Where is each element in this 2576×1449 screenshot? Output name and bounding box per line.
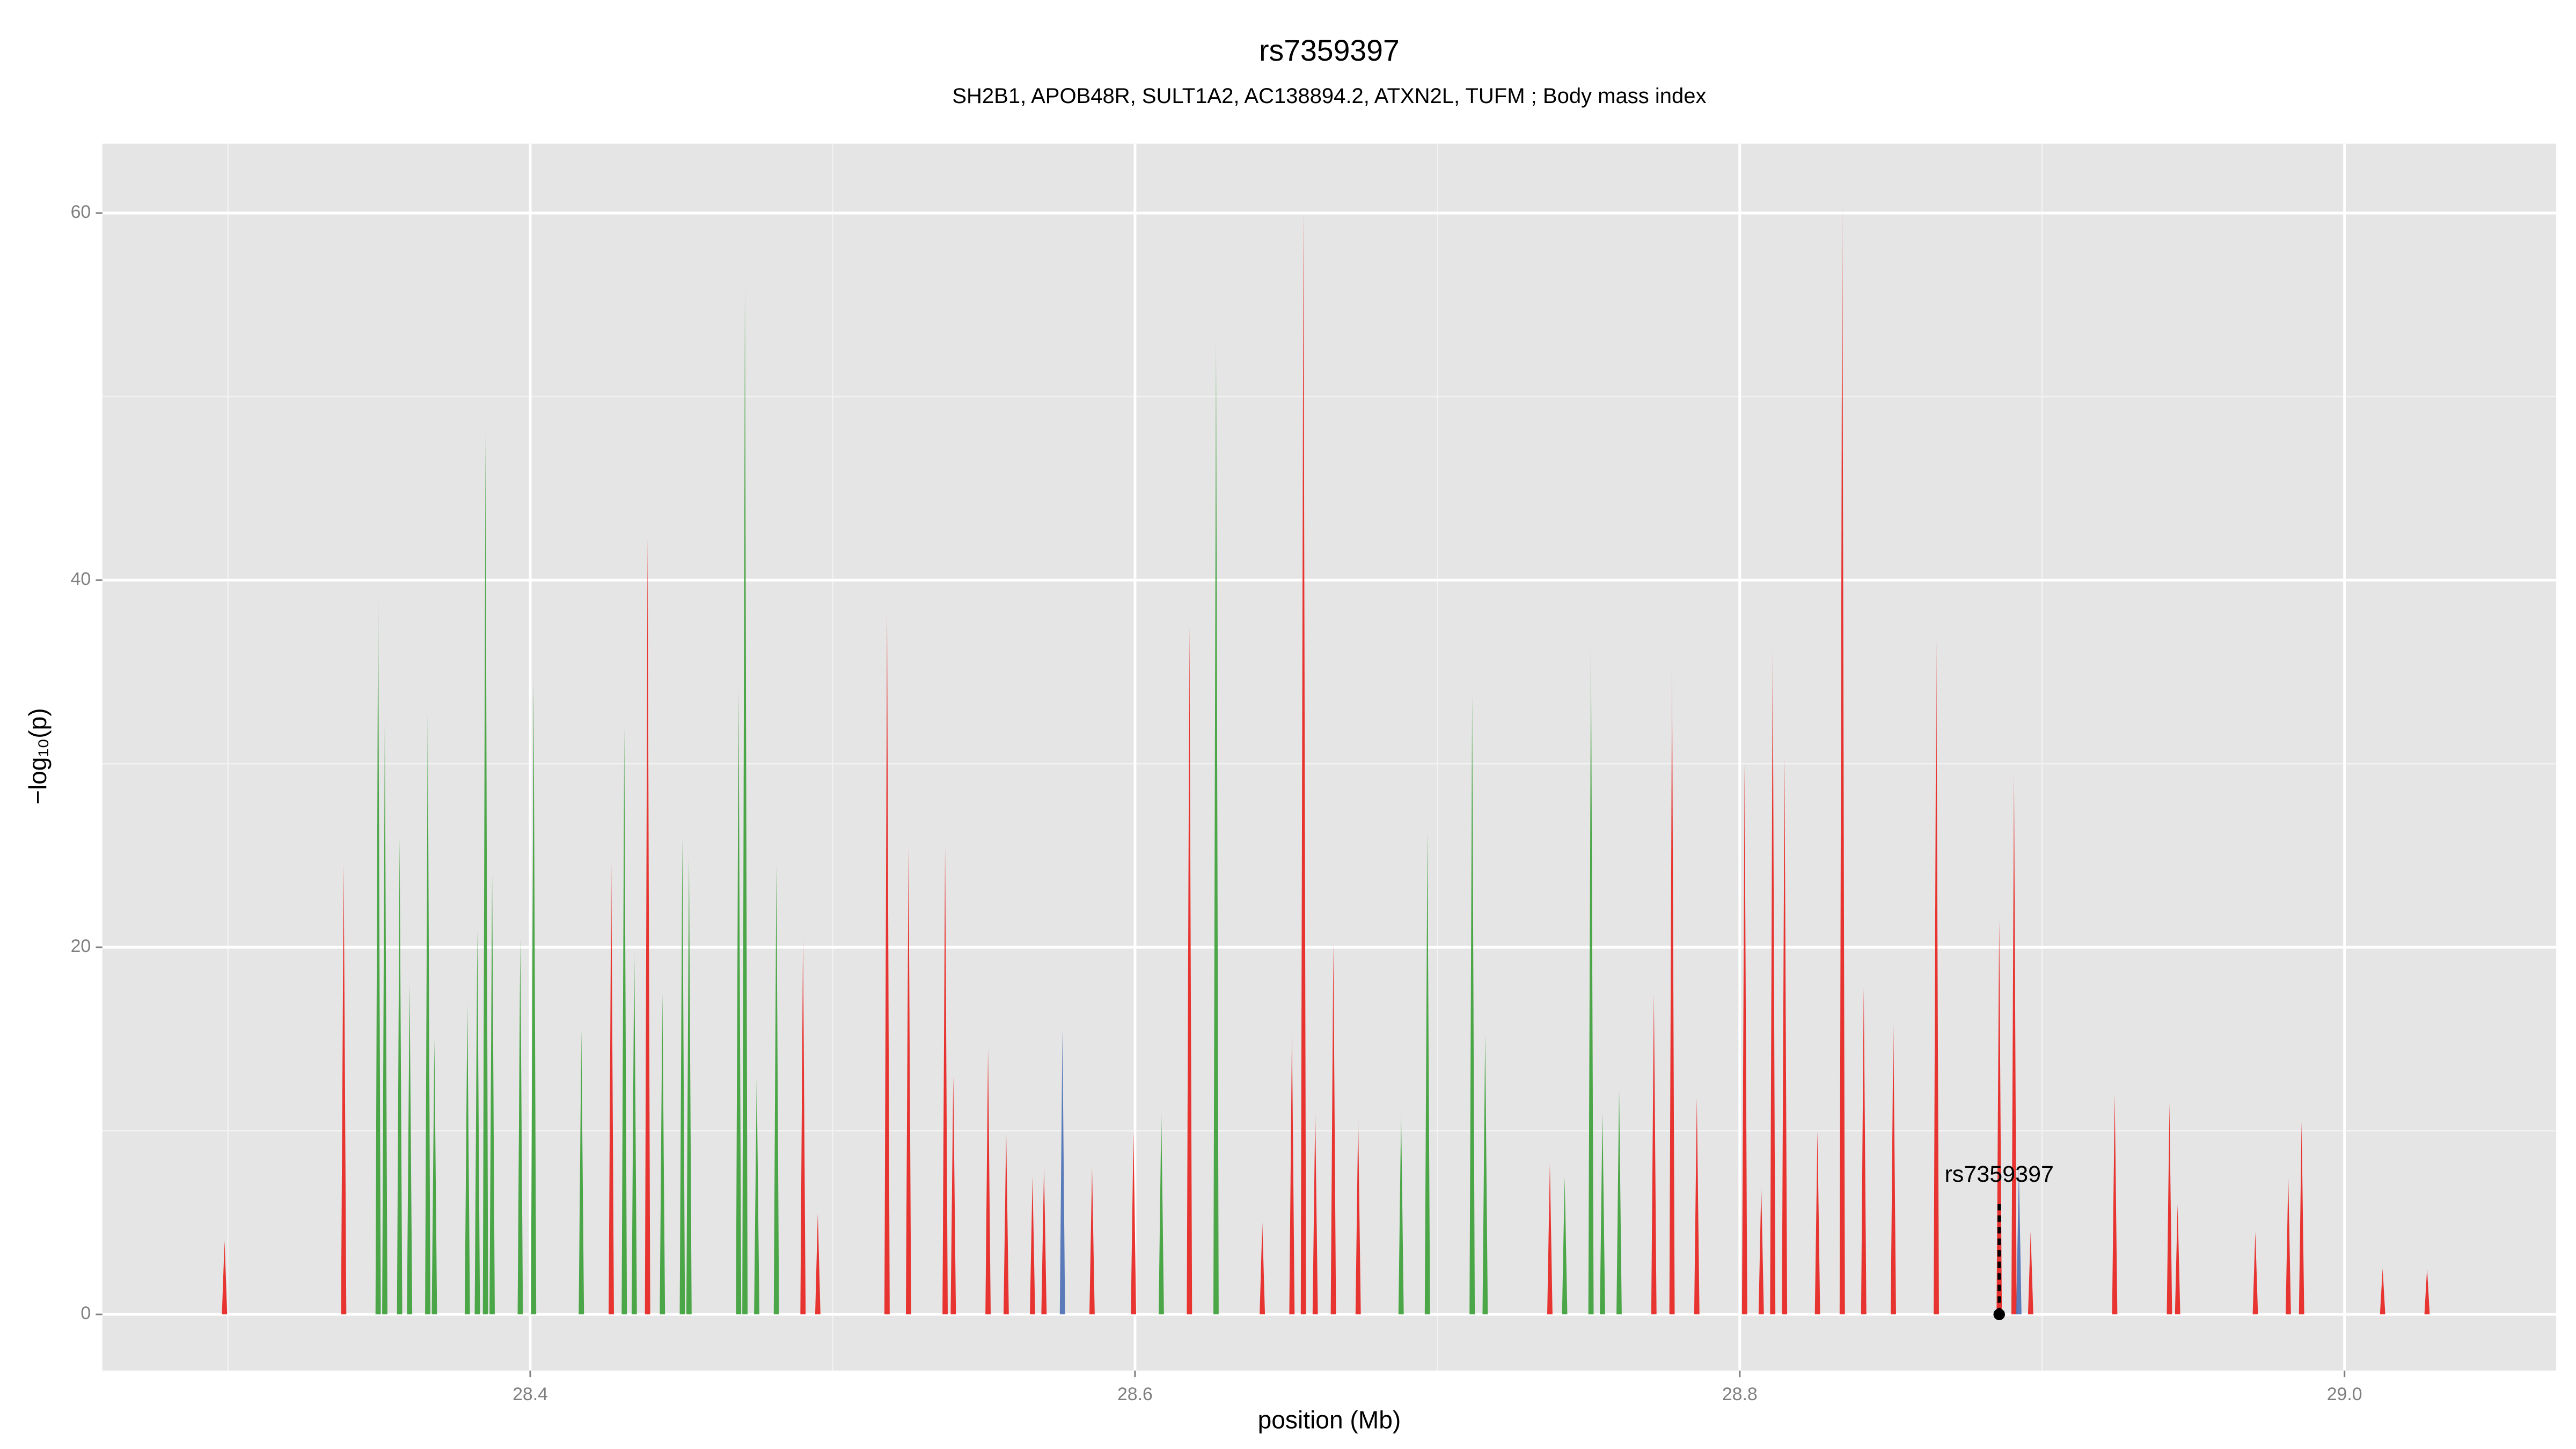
spike <box>2175 1204 2180 1315</box>
spike <box>736 690 742 1315</box>
x-axis-title: position (Mb) <box>1258 1406 1401 1433</box>
spike <box>1213 341 1219 1315</box>
spike <box>1934 640 1939 1315</box>
spike <box>1312 1112 1318 1315</box>
spike <box>1782 758 1788 1315</box>
spike <box>985 1048 991 1315</box>
spike <box>489 874 495 1315</box>
y-tick-label: 60 <box>71 202 91 222</box>
spike <box>1588 639 1594 1315</box>
spike <box>1330 943 1336 1315</box>
spike <box>407 984 413 1315</box>
spike <box>482 433 488 1315</box>
spike <box>1398 1112 1404 1315</box>
spike <box>1651 993 1657 1315</box>
spike <box>1089 1167 1095 1315</box>
spike <box>2424 1268 2430 1315</box>
y-tick-label: 0 <box>80 1303 91 1323</box>
spike <box>645 538 650 1315</box>
spike <box>1482 1033 1488 1315</box>
y-axis-title: −log₁₀(p) <box>24 708 52 804</box>
spike <box>905 848 911 1315</box>
spike <box>2112 1094 2118 1315</box>
spike <box>884 611 890 1315</box>
spike <box>531 681 537 1315</box>
x-tick-label: 28.6 <box>1117 1384 1153 1404</box>
spike <box>1187 626 1192 1315</box>
spike <box>1758 1185 1764 1315</box>
spike <box>942 846 948 1315</box>
spike <box>464 1002 470 1315</box>
spike <box>1029 1176 1035 1315</box>
spike <box>382 721 387 1315</box>
spike <box>742 286 748 1315</box>
spike <box>1562 1176 1568 1315</box>
chart-title: rs7359397 <box>1259 34 1400 67</box>
spike <box>621 727 627 1315</box>
spike <box>679 837 685 1315</box>
spike <box>754 1075 759 1315</box>
spike <box>773 865 779 1315</box>
spike <box>1003 1131 1009 1315</box>
spike <box>1694 1097 1700 1315</box>
spike <box>1741 764 1747 1315</box>
annotation-point <box>1993 1308 2005 1320</box>
spike <box>631 947 637 1315</box>
spike <box>1547 1163 1553 1315</box>
spike <box>800 938 806 1315</box>
spike <box>1891 1024 1896 1315</box>
spike <box>1600 1112 1605 1315</box>
spike <box>397 837 402 1315</box>
x-tick-label: 28.8 <box>1722 1384 1758 1404</box>
spike <box>950 1075 956 1315</box>
spike <box>1260 1223 1265 1315</box>
y-tick-label: 20 <box>71 936 91 956</box>
spike <box>660 993 665 1315</box>
annotation-label: rs7359397 <box>1944 1161 2054 1187</box>
y-tick-label: 40 <box>71 569 91 589</box>
spike <box>222 1241 228 1315</box>
spike <box>1159 1112 1164 1315</box>
spike <box>579 1030 584 1315</box>
spike <box>2028 1232 2033 1315</box>
spike <box>375 592 381 1315</box>
plot-panel <box>102 143 2557 1371</box>
spike <box>2016 1167 2022 1315</box>
spike <box>815 1213 821 1315</box>
spike <box>1131 1131 1137 1315</box>
spike <box>1814 1131 1820 1315</box>
spike <box>517 938 523 1315</box>
chart-subtitle: SH2B1, APOB48R, SULT1A2, AC138894.2, ATX… <box>952 84 1706 108</box>
spike <box>2285 1176 2291 1315</box>
spike <box>1770 648 1776 1315</box>
spike <box>431 1039 437 1315</box>
spike <box>1839 198 1845 1315</box>
spike <box>1041 1167 1047 1315</box>
spike <box>1669 662 1675 1315</box>
x-tick-label: 28.4 <box>513 1384 548 1404</box>
spike <box>2167 1103 2172 1315</box>
spike <box>1861 987 1867 1315</box>
spike <box>474 928 480 1315</box>
spike <box>2011 773 2017 1315</box>
spike <box>609 865 614 1315</box>
spike <box>1424 831 1430 1315</box>
spike <box>1300 213 1306 1315</box>
spike <box>2299 1122 2304 1315</box>
spike <box>425 708 430 1315</box>
spike <box>686 855 692 1315</box>
spike <box>1289 1030 1295 1315</box>
spike <box>1355 1118 1361 1315</box>
spike <box>1059 1030 1065 1315</box>
spike <box>1616 1088 1622 1315</box>
spike <box>2252 1232 2258 1315</box>
spike <box>341 865 347 1315</box>
x-tick-label: 29.0 <box>2327 1384 2362 1404</box>
spike <box>1469 696 1475 1315</box>
spike <box>2380 1268 2385 1315</box>
